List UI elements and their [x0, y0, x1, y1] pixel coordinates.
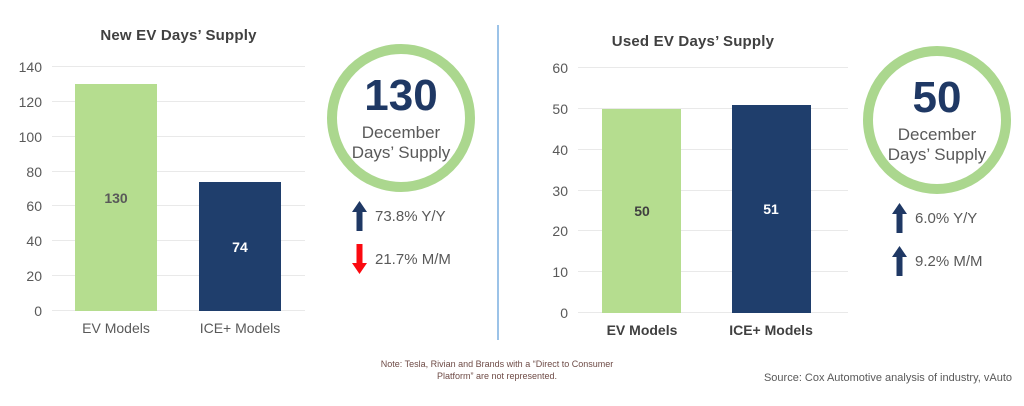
gridline: [52, 100, 305, 102]
category-label: ICE+ Models: [199, 320, 281, 336]
y-tick-label: 10: [552, 264, 568, 281]
footnote: Note: Tesla, Rivian and Brands with a “D…: [297, 358, 697, 382]
y-tick-label: 0: [560, 305, 568, 321]
used-ev-plot-area: 0 10 20 30 40 50 60 50 EV Models 51 ICE+ Models: [552, 61, 848, 338]
y-tick-label: 20: [26, 268, 42, 285]
up-arrow-icon: [892, 203, 907, 233]
y-tick-label: 60: [552, 60, 568, 76]
gridline: [52, 240, 305, 242]
category-label: ICE+ Models: [729, 322, 813, 338]
yoy-stat: 6.0% Y/Y: [892, 201, 983, 235]
gridline: [52, 310, 305, 311]
gridline: [578, 312, 848, 313]
gridline: [578, 189, 848, 191]
new-ev-stats: 73.8% Y/Y 21.7% M/M: [352, 199, 451, 285]
yoy-stat: 73.8% Y/Y: [352, 199, 451, 233]
y-tick-label: 60: [26, 198, 42, 215]
bar-ice-models: 51: [731, 104, 811, 313]
badge-number: 130: [364, 70, 438, 120]
y-tick-label: 20: [552, 223, 568, 240]
badge-number: 50: [912, 72, 962, 122]
y-tick-label: 120: [18, 93, 42, 110]
up-arrow-icon: [892, 246, 907, 276]
gridline: [52, 275, 305, 277]
used-ev-stats: 6.0% Y/Y 9.2% M/M: [892, 201, 983, 287]
mom-stat-text: 9.2% M/M: [915, 252, 983, 270]
new-ev-chart-title: New EV Days’ Supply: [100, 27, 257, 44]
y-tick-label: 50: [552, 100, 568, 117]
bar-value-label: 50: [634, 202, 650, 219]
gridline: [578, 107, 848, 109]
gridline: [578, 271, 848, 273]
up-arrow-icon: [352, 201, 367, 231]
y-tick-label: 80: [26, 163, 42, 180]
badge-supply-label: Days’ Supply: [351, 142, 451, 162]
new-ev-section: New EV Days’ Supply 0 20 40 60 80 100 120 140 13…: [0, 0, 497, 406]
y-tick-label: 40: [26, 233, 42, 250]
bar-value-label: 130: [104, 189, 128, 206]
mom-stat: 21.7% M/M: [352, 242, 451, 276]
footnote-line-1: Note: Tesla, Rivian and Brands with a “D…: [380, 359, 614, 369]
yoy-stat-text: 73.8% Y/Y: [375, 207, 446, 225]
badge-month-label: December: [897, 124, 977, 144]
mom-stat-text: 21.7% M/M: [375, 250, 451, 268]
bar-value-label: 51: [763, 200, 779, 217]
used-ev-section: Used EV Days’ Supply 0 10 20 30 40 50 60 50 EV M…: [499, 0, 1024, 406]
section-divider: [497, 25, 499, 340]
used-ev-chart-title: Used EV Days’ Supply: [611, 33, 775, 50]
gridline: [578, 230, 848, 232]
y-tick-label: 40: [552, 141, 568, 158]
bar-ev-models: 50: [602, 108, 682, 313]
y-tick-label: 100: [18, 128, 42, 145]
footnote-line-2: Platform” are not represented.: [436, 371, 558, 382]
bar-ice-models: 74: [198, 182, 281, 311]
badge-supply-label: Days’ Supply: [887, 144, 987, 164]
y-tick-label: 30: [552, 182, 568, 199]
gridline: [52, 66, 305, 67]
gridline: [578, 67, 848, 68]
down-arrow-icon: [352, 244, 367, 274]
bar-value-label: 74: [232, 238, 248, 255]
source-credit: Source: Cox Automotive analysis of indus…: [763, 372, 1012, 384]
y-tick-label: 140: [18, 59, 42, 75]
mom-stat: 9.2% M/M: [892, 244, 983, 278]
new-ev-days-supply-badge: 130 December Days’ Supply: [327, 44, 475, 192]
gridline: [52, 205, 305, 207]
badge-month-label: December: [361, 122, 441, 142]
gridline: [52, 170, 305, 172]
used-ev-days-supply-badge: 50 December Days’ Supply: [863, 46, 1011, 194]
category-label: EV Models: [606, 322, 678, 338]
bar-ev-models: 130: [75, 84, 157, 311]
gridline: [52, 135, 305, 137]
yoy-stat-text: 6.0% Y/Y: [915, 209, 978, 227]
gridline: [578, 148, 848, 150]
category-label: EV Models: [82, 320, 150, 336]
y-tick-label: 0: [34, 303, 42, 319]
new-ev-plot-area: 0 20 40 60 80 100 120 140 130 EV Models 74 ICE+ Mod…: [19, 60, 305, 336]
